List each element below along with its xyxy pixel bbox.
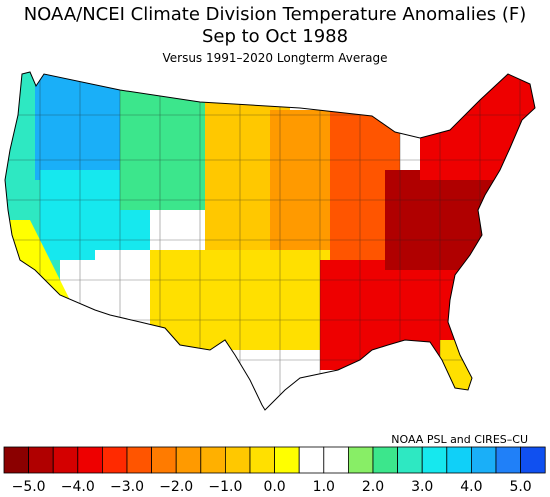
color-scale-box xyxy=(397,446,423,474)
map-subtitle: Versus 1991–2020 Longterm Average xyxy=(162,51,388,65)
color-scale-tick-label: 5.0 xyxy=(509,479,531,495)
region-florida-peninsula xyxy=(440,340,480,400)
color-scale-box xyxy=(520,446,546,474)
color-scale-box xyxy=(249,446,276,474)
color-scale-box xyxy=(274,446,300,474)
region-central-montana xyxy=(120,90,205,210)
color-scale-tick-label: 3.0 xyxy=(411,479,433,495)
color-scale-tick-label: −2.0 xyxy=(159,479,193,495)
region-northern-plains xyxy=(205,100,290,260)
color-scale-box xyxy=(3,446,30,474)
color-scale-tick-label: 4.0 xyxy=(460,479,482,495)
color-scale-tick-label: 0.0 xyxy=(263,479,285,495)
color-scale: −5.0 −4.0 −3.0 −2.0 −1.0 0.0 1.0 2.0 3.0 4.0 5.0 xyxy=(3,446,546,495)
region-southeast xyxy=(320,260,470,370)
region-new-england xyxy=(420,72,535,180)
color-scale-box xyxy=(52,446,79,474)
color-scale-box xyxy=(28,446,54,474)
color-scale-box xyxy=(77,446,103,474)
color-scale-tick-label: −1.0 xyxy=(208,479,242,495)
map-period: Sep to Oct 1988 xyxy=(201,26,349,47)
color-scale-box xyxy=(495,446,522,474)
color-scale-box xyxy=(470,446,497,474)
color-scale-box xyxy=(298,446,325,474)
us-outline xyxy=(4,71,536,411)
credit-text: NOAA PSL and CIRES–CU xyxy=(391,433,528,446)
color-scale-box xyxy=(126,446,153,474)
color-scale-box xyxy=(446,446,472,474)
color-scale-box xyxy=(372,446,399,474)
us-climate-division-map xyxy=(4,71,536,411)
region-midwest xyxy=(330,100,400,310)
color-scale-box xyxy=(347,446,374,474)
map-title-block: NOAA/NCEI Climate Division Temperature A… xyxy=(0,4,550,66)
color-scale-tick-label: −3.0 xyxy=(110,479,144,495)
map-title: NOAA/NCEI Climate Division Temperature A… xyxy=(23,4,527,25)
color-scale-ticks: −5.0 −4.0 −3.0 −2.0 −1.0 0.0 1.0 2.0 3.0 4.0 5.0 xyxy=(12,479,532,495)
color-scale-tick-label: 1.0 xyxy=(313,479,335,495)
color-scale-box xyxy=(200,446,226,474)
color-scale-box xyxy=(323,446,349,474)
color-scale-boxes xyxy=(3,446,546,474)
color-scale-box xyxy=(421,446,448,474)
color-scale-box xyxy=(224,446,251,474)
region-mid-atlantic xyxy=(385,170,500,270)
color-scale-tick-label: 2.0 xyxy=(362,479,384,495)
color-scale-tick-label: −5.0 xyxy=(12,479,46,495)
color-scale-box xyxy=(102,446,128,474)
color-scale-box xyxy=(151,446,177,474)
color-scale-tick-label: −4.0 xyxy=(61,479,95,495)
color-scale-box xyxy=(175,446,202,474)
